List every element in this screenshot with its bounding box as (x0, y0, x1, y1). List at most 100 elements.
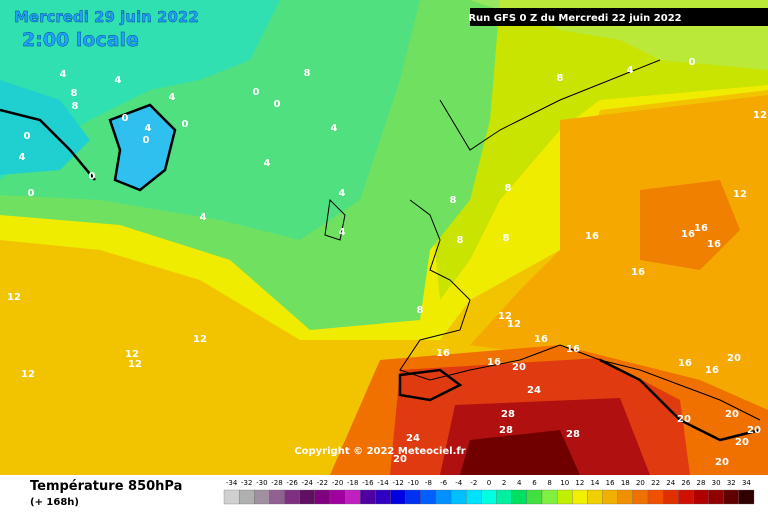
contour-label: 28 (499, 425, 513, 436)
copyright: Copyright © 2022 Meteociel.fr (294, 446, 465, 457)
contour-label: 4 (339, 227, 346, 238)
scale-swatch (375, 489, 391, 505)
scale-label: 16 (606, 479, 615, 487)
color-scale: -34 -32 -30 -28 -26 -24 -22 -20 -18 -16 -14 -12 -10-… (223, 479, 755, 505)
footer-lead: (+ 168h) (30, 497, 79, 508)
contour-label: 16 (681, 229, 695, 240)
contour-label: 12 (125, 349, 139, 360)
map-background (0, 0, 768, 475)
footer-title: Température 850hPa (30, 479, 182, 494)
scale-swatch (708, 489, 724, 505)
contour-label: 0 (274, 99, 281, 110)
scale-label: -16 (362, 479, 374, 487)
contour-label: 16 (566, 344, 580, 355)
contour-label: 8 (72, 101, 79, 112)
scale-swatch (556, 489, 573, 505)
contour-label: 12 (21, 369, 35, 380)
scale-label: 26 (681, 479, 690, 487)
scale-swatch (541, 489, 558, 505)
scale-swatch (360, 489, 376, 505)
contour-label: 16 (534, 334, 548, 345)
contour-label: 8 (457, 235, 464, 246)
scale-swatch (450, 489, 467, 505)
contour-label: 16 (487, 357, 501, 368)
contour-label: 16 (705, 365, 719, 376)
scale-swatch (587, 489, 603, 505)
contour-label: 28 (566, 429, 580, 440)
scale-label: -28 (271, 479, 282, 487)
scale-label: 24 (666, 479, 675, 487)
scale-label: -10 (408, 479, 419, 487)
contour-label: 8 (557, 73, 564, 84)
scale-label: 14 (591, 479, 600, 487)
contour-label: 8 (450, 195, 457, 206)
scale-label: -8 (425, 479, 432, 487)
contour-label: 0 (689, 57, 696, 68)
time-label: 2:00 locale (22, 29, 139, 51)
scale-swatch (617, 489, 634, 505)
contour-label: 4 (264, 158, 271, 169)
scale-swatch (738, 489, 755, 505)
contour-label: 4 (200, 212, 207, 223)
scale-swatch (572, 489, 588, 505)
contour-label: 20 (725, 409, 739, 420)
scale-swatch (420, 489, 437, 505)
contour-label: 4 (145, 123, 152, 134)
scale-swatch (466, 489, 482, 505)
scale-swatch (693, 489, 709, 505)
scale-swatch (526, 489, 543, 505)
scale-label: -14 (377, 479, 389, 487)
contour-label: 8 (71, 88, 78, 99)
contour-label: 16 (585, 231, 599, 242)
scale-label: 8 (547, 479, 551, 487)
scale-swatch (647, 489, 664, 505)
scale-swatch (299, 489, 316, 505)
contour-label: 12 (128, 359, 142, 370)
contour-label: 8 (417, 305, 424, 316)
scale-label: 28 (697, 479, 706, 487)
scale-label: 0 (487, 479, 491, 487)
contour-label: 20 (715, 457, 729, 468)
scale-label: 12 (575, 479, 584, 487)
contour-label: 4 (169, 92, 176, 103)
contour-label: 0 (182, 119, 189, 130)
contour-label: 0 (122, 113, 129, 124)
scale-swatch (314, 489, 331, 505)
contour-label: 16 (694, 223, 708, 234)
contour-label: 4 (331, 123, 338, 134)
contour-label: 20 (677, 414, 691, 425)
scale-label: -12 (392, 479, 403, 487)
scale-swatch (496, 489, 512, 505)
scale-label: 34 (742, 479, 751, 487)
contour-label: 16 (707, 239, 721, 250)
contour-label: 0 (253, 87, 260, 98)
scale-swatch (344, 489, 361, 505)
run-box (470, 8, 768, 26)
scale-swatch (405, 489, 422, 505)
scale-label: -18 (347, 479, 358, 487)
scale-swatch (511, 489, 528, 505)
scale-label: -24 (302, 479, 314, 487)
scale-label: -22 (317, 479, 328, 487)
contour-label: 16 (436, 348, 450, 359)
contour-label: 0 (28, 188, 35, 199)
date-label: Mercredi 29 juin 2022 (14, 8, 199, 26)
contour-label: 20 (747, 425, 761, 436)
contour-label: 20 (735, 437, 749, 448)
scale-swatch (632, 489, 649, 505)
coastlines (0, 59, 761, 442)
scale-label: 2 (502, 479, 506, 487)
contour-label: 12 (507, 319, 521, 330)
scale-label: 18 (621, 479, 630, 487)
scale-label: 4 (517, 479, 522, 487)
contour-label: 0 (89, 171, 96, 182)
scale-label: -34 (226, 479, 238, 487)
contour-label: 8 (505, 183, 512, 194)
contour-label: 4 (627, 65, 634, 76)
contour-label: 20 (727, 353, 741, 364)
scale-swatch (678, 489, 694, 505)
scale-label: -20 (332, 479, 343, 487)
scale-swatch (284, 489, 300, 505)
